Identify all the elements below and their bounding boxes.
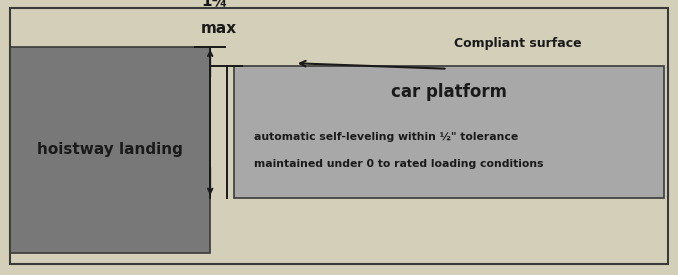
Bar (10, 47, 210, 253)
Text: maintained under 0 to rated loading conditions: maintained under 0 to rated loading cond… (254, 159, 544, 169)
Bar (234, 66, 664, 198)
Text: automatic self-leveling within ½" tolerance: automatic self-leveling within ½" tolera… (254, 132, 519, 142)
Text: hoistway landing: hoistway landing (37, 142, 183, 157)
Text: max: max (201, 21, 237, 36)
Text: 1¼": 1¼" (201, 0, 236, 8)
Text: Compliant surface: Compliant surface (454, 37, 582, 51)
Text: car platform: car platform (391, 83, 507, 101)
